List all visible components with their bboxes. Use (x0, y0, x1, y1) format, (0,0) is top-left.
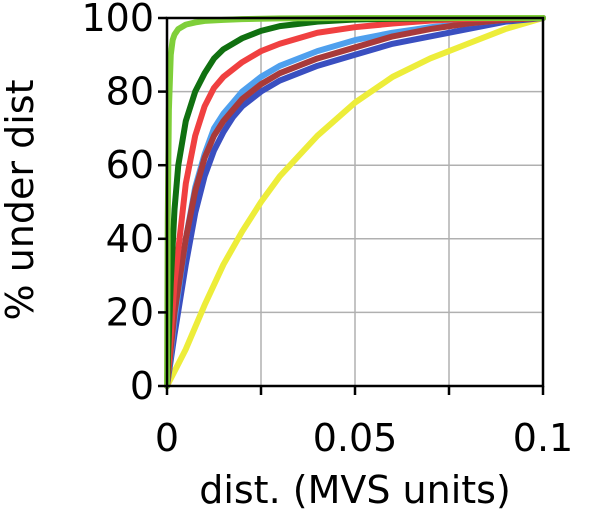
y-tick-label: 80 (106, 70, 154, 114)
series-line-4 (164, 15, 546, 389)
plot-series (164, 15, 546, 389)
y-axis-label: % under dist (0, 80, 42, 321)
x-tick-label: 0 (155, 416, 179, 460)
y-tick-label: 20 (106, 290, 154, 334)
x-tick-label: 0.05 (313, 416, 398, 460)
y-tick-label: 40 (106, 217, 154, 261)
series-line-2 (164, 15, 546, 389)
axis-ticks: 0 0.05 0.1 0 20 40 60 80 100 (81, 0, 573, 460)
y-tick-label: 100 (81, 0, 154, 40)
x-tick-label: 0.1 (513, 416, 573, 460)
x-axis-label: dist. (MVS units) (199, 468, 511, 512)
series-line-5 (164, 15, 546, 389)
series-line-1 (164, 15, 546, 389)
y-tick-label: 60 (106, 143, 154, 187)
y-tick-label: 0 (130, 364, 154, 408)
